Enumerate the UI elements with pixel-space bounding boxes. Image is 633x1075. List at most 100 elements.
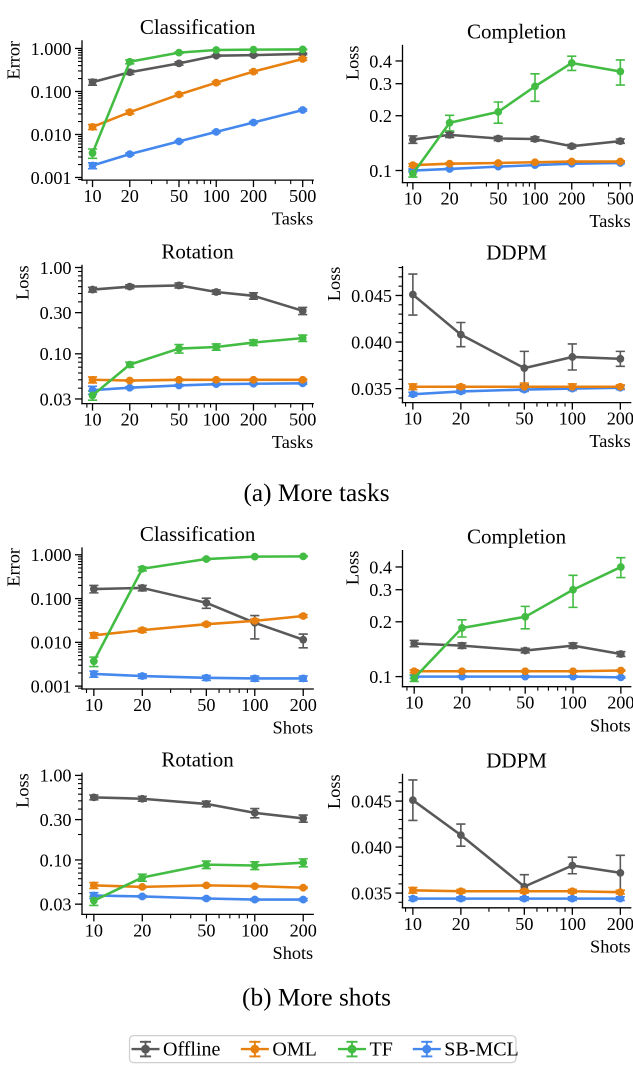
svg-text:1.00: 1.00: [40, 258, 72, 278]
svg-text:0.3: 0.3: [369, 580, 392, 600]
svg-text:10: 10: [83, 186, 101, 206]
svg-text:Completion: Completion: [467, 20, 567, 44]
svg-text:10: 10: [405, 693, 423, 713]
svg-text:Loss: Loss: [342, 551, 362, 586]
svg-text:10: 10: [404, 189, 422, 209]
svg-text:0.010: 0.010: [31, 125, 72, 145]
svg-text:0.001: 0.001: [31, 168, 72, 188]
svg-text:0.10: 0.10: [40, 344, 72, 364]
svg-text:Tasks: Tasks: [272, 209, 313, 229]
svg-text:Tasks: Tasks: [272, 432, 313, 452]
svg-text:50: 50: [170, 410, 188, 430]
svg-text:100: 100: [203, 186, 230, 206]
svg-text:0.010: 0.010: [31, 633, 72, 653]
svg-text:DDPM: DDPM: [486, 241, 547, 265]
svg-text:Classification: Classification: [140, 15, 256, 39]
svg-text:50: 50: [197, 920, 215, 940]
svg-text:0.040: 0.040: [351, 837, 392, 857]
svg-text:10: 10: [404, 409, 422, 429]
svg-text:100: 100: [559, 914, 586, 934]
svg-text:Rotation: Rotation: [161, 747, 234, 771]
svg-text:100: 100: [559, 693, 586, 713]
svg-text:200: 200: [607, 409, 633, 429]
svg-text:0.03: 0.03: [40, 894, 72, 914]
svg-text:100: 100: [241, 695, 268, 715]
svg-text:200: 200: [558, 189, 585, 209]
svg-text:0.1: 0.1: [369, 667, 392, 687]
svg-text:0.4: 0.4: [369, 557, 392, 577]
svg-text:20: 20: [133, 920, 151, 940]
svg-text:0.035: 0.035: [351, 883, 392, 903]
svg-text:Tasks: Tasks: [589, 211, 630, 231]
svg-text:OML: OML: [272, 1038, 316, 1060]
svg-text:1.000: 1.000: [31, 39, 72, 59]
svg-text:500: 500: [289, 410, 316, 430]
svg-text:0.30: 0.30: [40, 303, 72, 323]
svg-text:Error: Error: [4, 548, 24, 587]
svg-text:20: 20: [121, 410, 139, 430]
svg-text:Shots: Shots: [273, 943, 314, 963]
svg-text:10: 10: [83, 410, 101, 430]
svg-text:TF: TF: [370, 1038, 393, 1060]
svg-text:100: 100: [521, 189, 548, 209]
svg-text:0.045: 0.045: [351, 286, 392, 306]
svg-text:0.2: 0.2: [369, 612, 392, 632]
svg-text:0.100: 0.100: [31, 589, 72, 609]
svg-text:50: 50: [516, 693, 534, 713]
svg-text:50: 50: [197, 695, 215, 715]
svg-text:20: 20: [133, 695, 151, 715]
svg-text:1.00: 1.00: [40, 766, 72, 786]
svg-text:Offline: Offline: [163, 1038, 221, 1060]
svg-text:Error: Error: [4, 41, 24, 80]
svg-text:20: 20: [441, 189, 459, 209]
svg-text:Shots: Shots: [590, 936, 631, 956]
svg-text:500: 500: [607, 189, 633, 209]
svg-text:20: 20: [452, 914, 470, 934]
svg-text:100: 100: [241, 920, 268, 940]
svg-text:100: 100: [559, 409, 586, 429]
svg-text:0.4: 0.4: [369, 51, 392, 71]
svg-text:200: 200: [607, 693, 633, 713]
svg-text:Loss: Loss: [13, 773, 33, 808]
svg-text:Tasks: Tasks: [589, 431, 630, 451]
svg-text:10: 10: [85, 695, 103, 715]
svg-text:200: 200: [240, 410, 267, 430]
svg-text:10: 10: [404, 914, 422, 934]
svg-text:DDPM: DDPM: [486, 748, 547, 772]
svg-text:200: 200: [240, 186, 267, 206]
svg-text:Loss: Loss: [324, 267, 344, 302]
svg-text:(a) More tasks: (a) More tasks: [243, 479, 389, 507]
svg-text:SB-MCL: SB-MCL: [444, 1038, 518, 1060]
svg-text:0.2: 0.2: [369, 106, 392, 126]
svg-text:200: 200: [290, 920, 317, 940]
svg-text:0.045: 0.045: [351, 791, 392, 811]
svg-text:0.03: 0.03: [40, 389, 72, 409]
svg-text:0.040: 0.040: [351, 332, 392, 352]
svg-text:0.035: 0.035: [351, 379, 392, 399]
svg-text:Classification: Classification: [140, 522, 256, 546]
svg-text:0.001: 0.001: [31, 676, 72, 696]
svg-text:0.10: 0.10: [40, 850, 72, 870]
svg-text:Shots: Shots: [273, 718, 314, 738]
svg-text:50: 50: [515, 914, 533, 934]
svg-text:200: 200: [290, 695, 317, 715]
svg-text:0.1: 0.1: [369, 161, 392, 181]
svg-text:0.30: 0.30: [40, 810, 72, 830]
svg-text:50: 50: [489, 189, 507, 209]
svg-text:Rotation: Rotation: [161, 239, 234, 263]
svg-text:20: 20: [453, 693, 471, 713]
svg-text:1.000: 1.000: [31, 545, 72, 565]
svg-text:Loss: Loss: [13, 265, 33, 300]
svg-text:(b) More shots: (b) More shots: [242, 984, 391, 1012]
svg-text:100: 100: [203, 410, 230, 430]
svg-text:20: 20: [452, 409, 470, 429]
svg-text:Completion: Completion: [467, 525, 567, 549]
svg-text:50: 50: [170, 186, 188, 206]
svg-text:0.100: 0.100: [31, 82, 72, 102]
svg-text:50: 50: [515, 409, 533, 429]
svg-text:Loss: Loss: [342, 46, 362, 81]
svg-text:10: 10: [85, 920, 103, 940]
svg-text:200: 200: [607, 914, 633, 934]
svg-text:Shots: Shots: [590, 715, 631, 735]
svg-text:500: 500: [289, 186, 316, 206]
